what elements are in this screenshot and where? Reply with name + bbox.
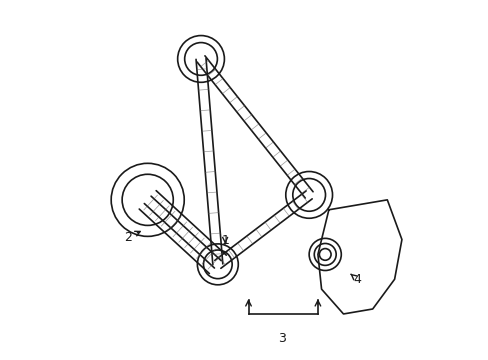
Text: 2: 2 [124,231,140,244]
Text: 1: 1 [221,234,228,247]
Text: 3: 3 [278,332,285,345]
Text: 4: 4 [350,273,361,286]
